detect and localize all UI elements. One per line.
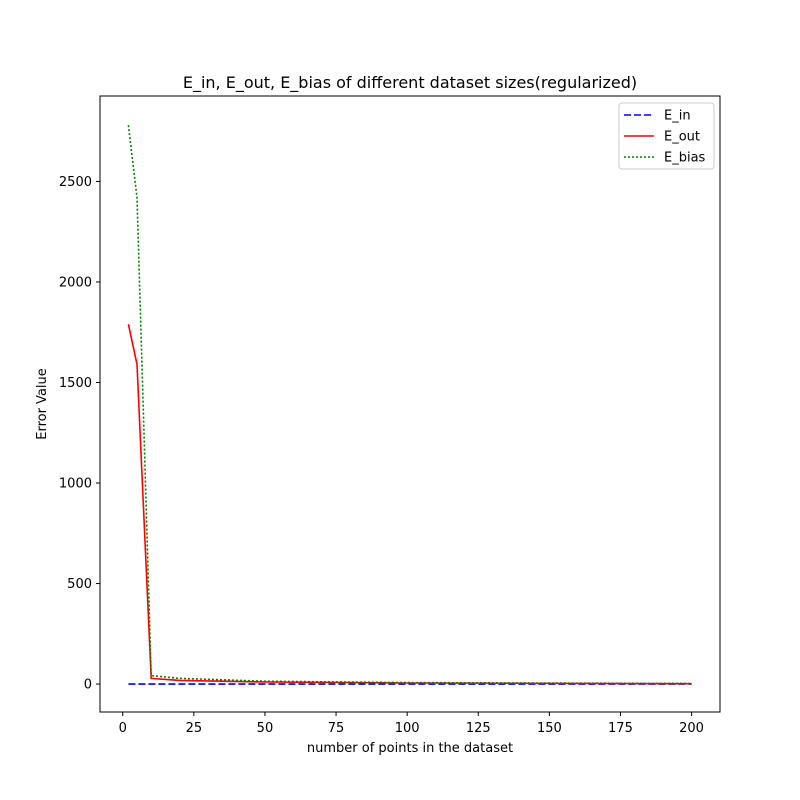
series-line-e-bias xyxy=(127,125,692,685)
x-tick-label: 25 xyxy=(186,721,203,736)
y-tick-label: 1000 xyxy=(59,477,92,492)
x-axis: 0 25 50 75 100 125 150 175 200 xyxy=(119,712,704,736)
y-tick-label: 2000 xyxy=(59,275,92,290)
x-tick-label: 150 xyxy=(537,721,562,736)
legend-label: E_in xyxy=(664,109,691,124)
legend-box xyxy=(618,102,715,170)
y-tick-label: 2500 xyxy=(59,175,92,190)
series-line-e-out xyxy=(127,324,692,685)
plot-area xyxy=(99,95,721,713)
legend-label: E_bias xyxy=(664,151,706,166)
legend: E_in E_out E_bias xyxy=(618,102,715,170)
y-axis: 0 500 1000 1500 2000 2500 xyxy=(59,175,100,693)
x-tick-label: 50 xyxy=(257,721,274,736)
y-tick-label: 500 xyxy=(67,577,92,592)
x-tick-label: 0 xyxy=(119,721,127,736)
chart-title: E_in, E_out, E_bias of different dataset… xyxy=(183,73,637,93)
y-tick-label: 0 xyxy=(84,678,92,693)
series-layer xyxy=(127,125,692,685)
y-tick-label: 1500 xyxy=(59,376,92,391)
y-axis-label: Error Value xyxy=(35,368,50,440)
x-tick-label: 75 xyxy=(328,721,345,736)
x-tick-label: 100 xyxy=(395,721,420,736)
legend-label: E_out xyxy=(664,130,700,145)
x-tick-label: 175 xyxy=(608,721,633,736)
x-tick-label: 125 xyxy=(466,721,491,736)
x-tick-label: 200 xyxy=(679,721,704,736)
x-axis-label: number of points in the dataset xyxy=(307,741,513,756)
